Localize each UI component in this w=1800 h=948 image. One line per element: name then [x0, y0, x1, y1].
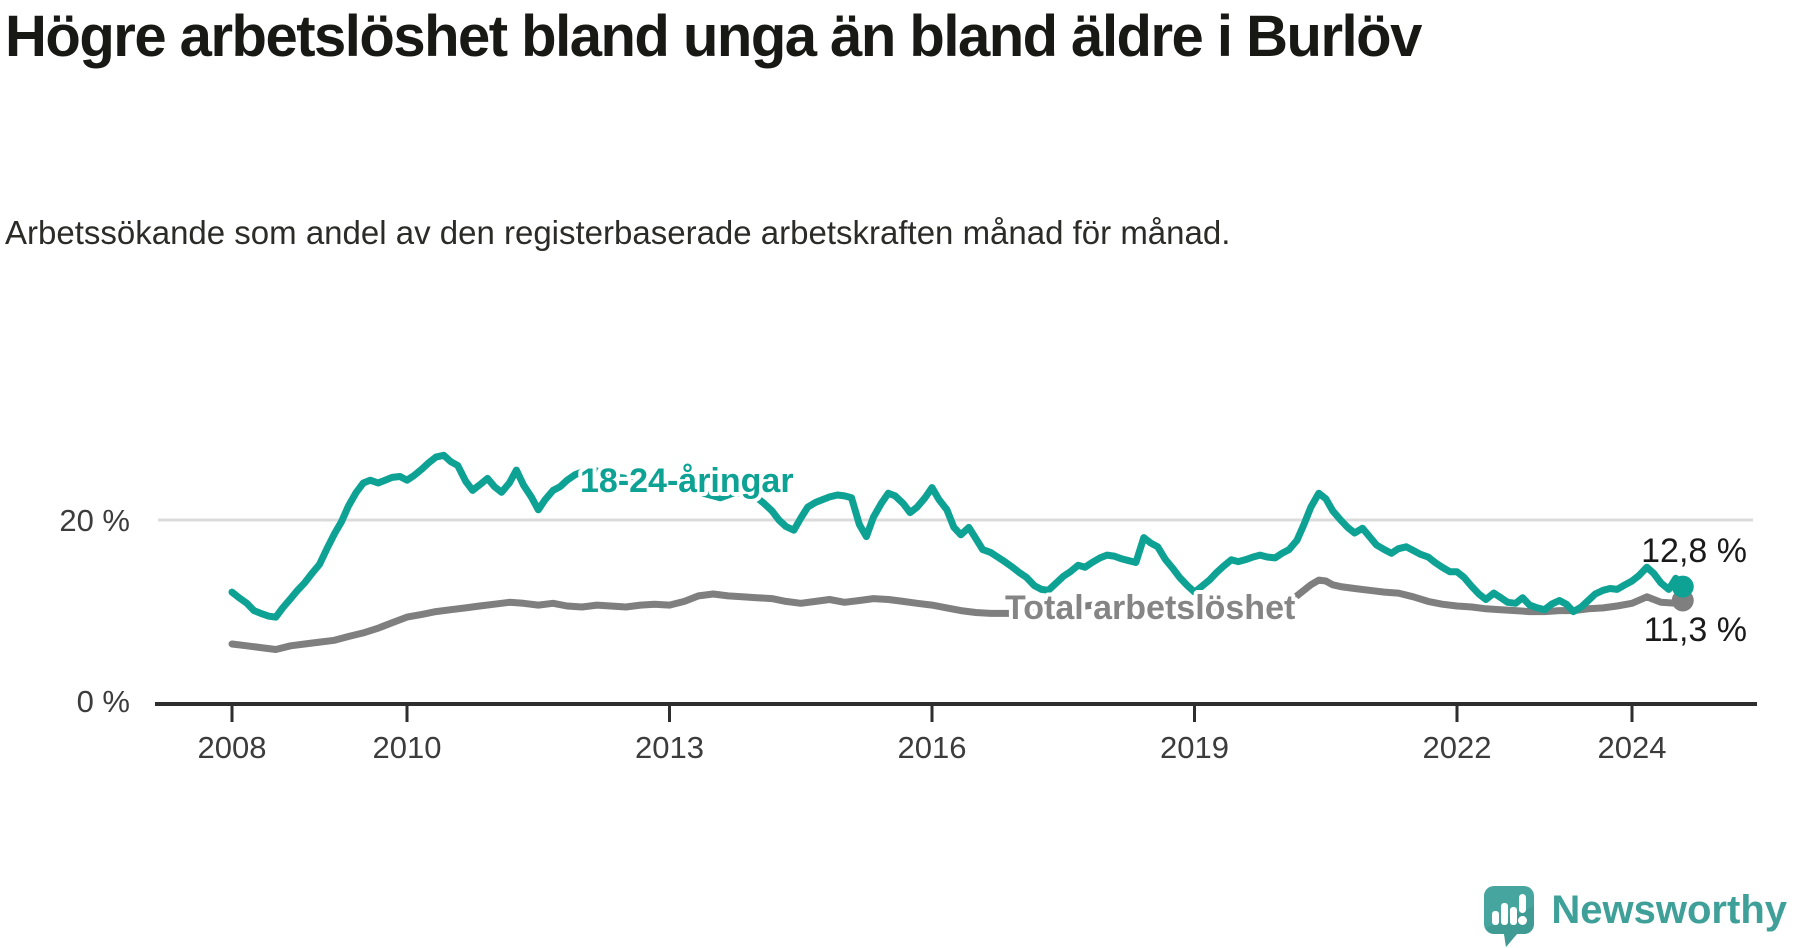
- x-tick-label: 2016: [898, 730, 967, 765]
- newsworthy-logo-text: Newsworthy: [1551, 888, 1787, 932]
- chart-subtitle: Arbetssökande som andel av den registerb…: [5, 214, 1231, 251]
- end-value-youth: 12,8 %: [1641, 532, 1747, 570]
- x-axis: 2008 2010 2013 2016 2019 2022 2024: [155, 702, 1757, 765]
- x-tick-label: 2019: [1160, 730, 1229, 765]
- y-tick-label: 20 %: [59, 503, 130, 538]
- newsworthy-logo: Newsworthy: [1484, 886, 1787, 948]
- y-tick-label: 0 %: [77, 684, 130, 719]
- series-label-total: Total arbetslöshet: [1005, 589, 1295, 627]
- series-end-dot-youth: [1671, 575, 1694, 598]
- x-tick-label: 2013: [635, 730, 704, 765]
- series-label-youth: 18-24-åringar: [580, 462, 794, 500]
- x-tick-label: 2024: [1598, 730, 1667, 765]
- x-tick-label: 2022: [1423, 730, 1492, 765]
- x-tick-label: 2008: [198, 730, 267, 765]
- series-line-total: [228, 576, 1687, 653]
- y-axis-labels: 0 % 20 %: [59, 503, 130, 719]
- newsworthy-logo-icon: [1484, 886, 1535, 947]
- page-title: Högre arbetslöshet bland unga än bland ä…: [5, 4, 1422, 69]
- x-tick-label: 2010: [373, 730, 442, 765]
- series-line-youth: [228, 451, 1687, 621]
- end-value-total: 11,3 %: [1644, 611, 1747, 649]
- logo-bars-icon: [1492, 894, 1528, 925]
